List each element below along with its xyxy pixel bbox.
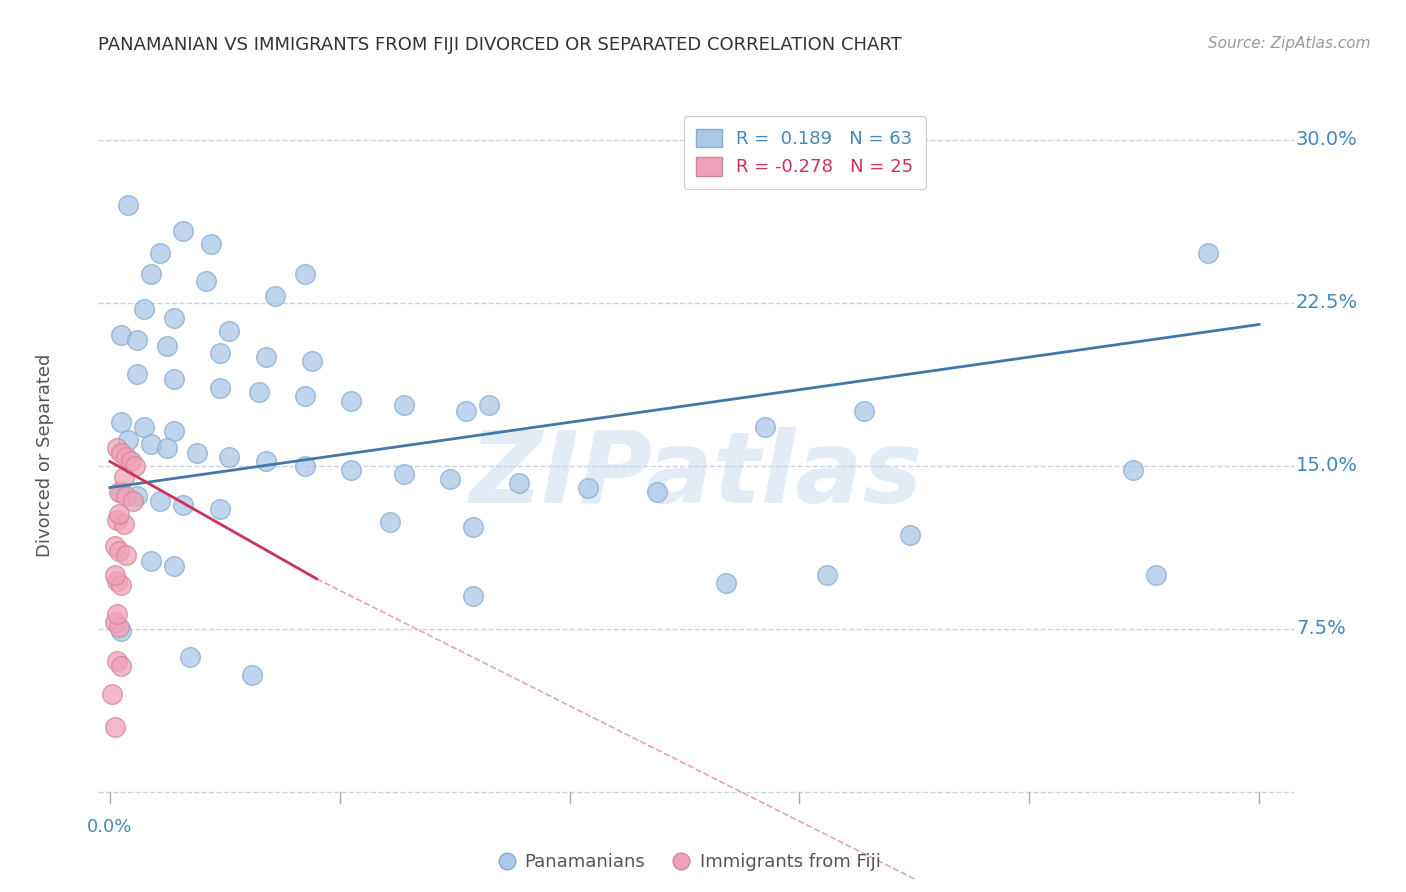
Legend: Panamanians, Immigrants from Fiji: Panamanians, Immigrants from Fiji (491, 847, 887, 879)
Point (461, 589, 484, 603)
Point (108, 620, 131, 634)
Text: ZIPatlas: ZIPatlas (470, 427, 922, 524)
Point (141, 437, 163, 451)
Point (141, 268, 163, 282)
Point (127, 489, 149, 503)
Point (156, 442, 179, 456)
Text: Divorced or Separated: Divorced or Separated (35, 353, 53, 557)
Point (163, 310, 186, 325)
Text: 15.0%: 15.0% (1296, 457, 1358, 475)
Point (898, 528, 921, 542)
Point (179, 650, 201, 665)
Point (163, 372, 186, 386)
Point (209, 380, 232, 394)
Point (264, 289, 287, 303)
Point (200, 237, 222, 252)
Point (117, 198, 139, 212)
Point (163, 558, 186, 573)
Point (122, 493, 145, 508)
Point (117, 433, 139, 447)
Point (103, 720, 125, 734)
Point (294, 458, 316, 473)
Point (124, 458, 146, 473)
Text: 30.0%: 30.0% (1296, 130, 1358, 149)
Point (108, 543, 131, 558)
Point (340, 393, 363, 408)
Point (105, 574, 128, 588)
Point (172, 498, 194, 512)
Point (127, 333, 149, 347)
Point (110, 328, 132, 343)
Point (141, 554, 163, 568)
Point (242, 667, 264, 681)
Point (1198, 245, 1220, 260)
Point (294, 268, 316, 282)
Point (439, 472, 461, 486)
Point (112, 469, 135, 483)
Point (852, 404, 875, 418)
Text: 7.5%: 7.5% (1296, 619, 1346, 639)
Point (110, 415, 132, 429)
Point (380, 516, 402, 530)
Point (254, 350, 277, 364)
Point (101, 687, 124, 701)
Point (461, 519, 484, 533)
Point (110, 658, 132, 673)
Text: 0.0%: 0.0% (87, 818, 132, 836)
Point (149, 493, 172, 508)
Point (110, 578, 132, 592)
Point (645, 484, 668, 499)
Point (576, 481, 599, 495)
Text: 22.5%: 22.5% (1296, 293, 1358, 312)
Point (127, 368, 149, 382)
Point (294, 389, 316, 403)
Point (108, 507, 131, 521)
Point (754, 419, 776, 434)
Point (134, 419, 156, 434)
Point (103, 567, 125, 582)
Point (115, 489, 138, 503)
Point (112, 517, 135, 532)
Point (301, 354, 323, 368)
Point (110, 484, 132, 499)
Point (714, 576, 737, 591)
Point (247, 384, 270, 399)
Legend: R =  0.189   N = 63, R = -0.278   N = 25: R = 0.189 N = 63, R = -0.278 N = 25 (683, 116, 927, 189)
Point (120, 454, 142, 468)
Point (209, 345, 232, 359)
Point (392, 398, 415, 412)
Point (105, 655, 128, 669)
Point (103, 615, 125, 630)
Point (340, 463, 363, 477)
Text: PANAMANIAN VS IMMIGRANTS FROM FIJI DIVORCED OR SEPARATED CORRELATION CHART: PANAMANIAN VS IMMIGRANTS FROM FIJI DIVOR… (98, 36, 903, 54)
Point (1144, 567, 1167, 582)
Point (110, 624, 132, 638)
Point (195, 274, 218, 288)
Point (209, 502, 232, 516)
Point (149, 245, 172, 260)
Point (105, 607, 128, 621)
Text: Source: ZipAtlas.com: Source: ZipAtlas.com (1208, 36, 1371, 51)
Point (105, 513, 128, 527)
Point (456, 404, 478, 418)
Point (172, 224, 194, 238)
Point (186, 446, 208, 460)
Point (108, 484, 131, 499)
Point (254, 454, 277, 468)
Point (115, 548, 138, 562)
Point (103, 539, 125, 553)
Point (110, 446, 132, 460)
Point (115, 450, 138, 464)
Point (163, 424, 186, 438)
Point (218, 324, 240, 338)
Point (1122, 463, 1144, 477)
Point (508, 476, 530, 491)
Point (392, 467, 415, 482)
Point (134, 302, 156, 317)
Point (815, 567, 838, 582)
Point (156, 339, 179, 353)
Point (105, 442, 128, 456)
Point (218, 450, 240, 464)
Point (478, 398, 501, 412)
